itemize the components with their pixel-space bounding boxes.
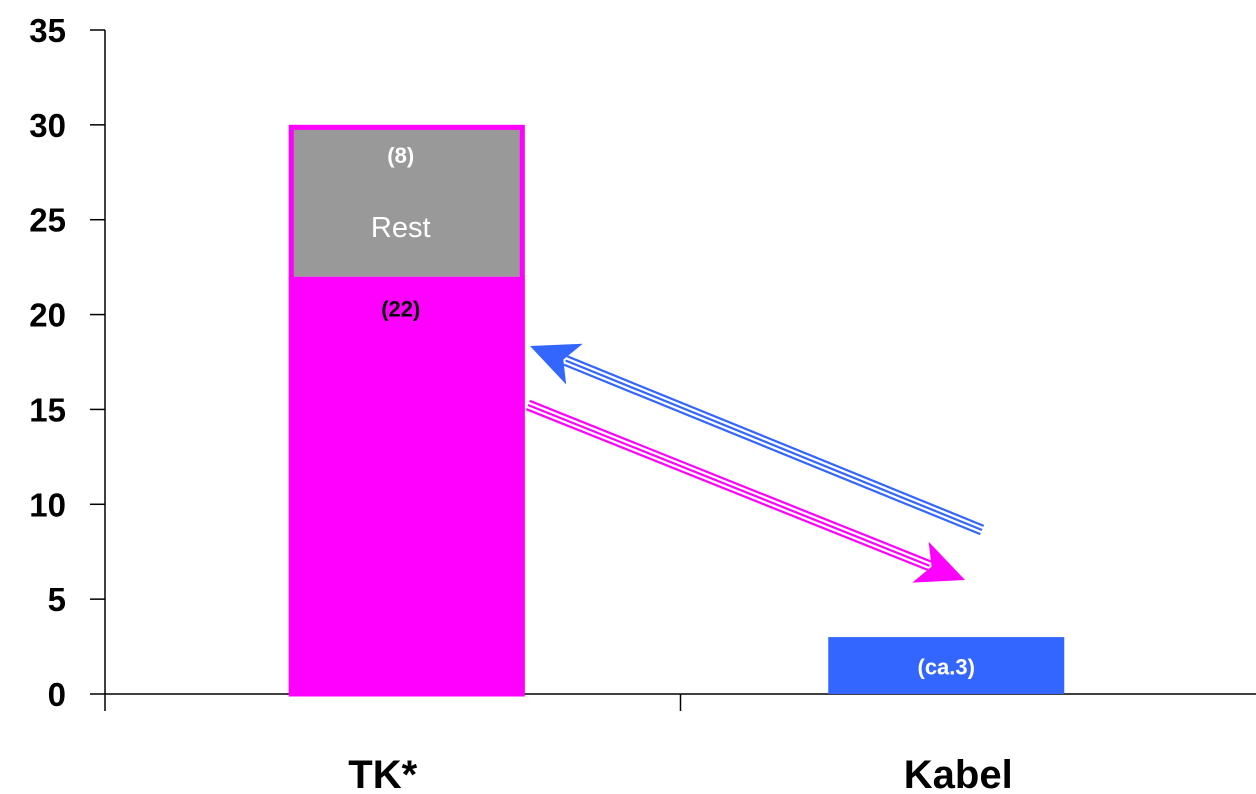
chart-axes: 0 5 10 15 20 25 30 35 <box>29 12 1256 713</box>
bar-segment <box>828 637 1065 694</box>
bar-outline <box>288 124 525 697</box>
arrow-shaft-line <box>525 408 929 571</box>
data-label: (8) <box>387 143 414 168</box>
y-tick-label: 30 <box>29 107 66 144</box>
y-tick-label: 15 <box>29 391 66 428</box>
segment-label: Rest <box>371 212 431 244</box>
x-category-label: TK* <box>348 753 417 794</box>
arrow-head <box>912 541 965 583</box>
arrow-shaft-line <box>529 399 932 563</box>
arrow-head <box>530 343 583 385</box>
arrow-shaft-line <box>565 359 983 532</box>
arrow-shaft-line <box>563 363 981 536</box>
chart-labels: TK* Kabel (22) (8) Rest (ca.3) <box>348 143 1012 794</box>
y-tick-label: 25 <box>29 202 66 239</box>
chart-arrows <box>525 343 985 583</box>
chart-bars <box>288 124 1065 697</box>
arrow-shaft-line <box>527 403 930 567</box>
y-tick-label: 5 <box>48 581 66 618</box>
arrow-tk-to-kabel <box>525 399 965 583</box>
bar-segment <box>288 276 525 694</box>
y-tick-label: 20 <box>29 297 66 334</box>
arrow-shaft-line <box>566 355 985 527</box>
data-label: (ca.3) <box>918 655 975 680</box>
x-category-label: Kabel <box>904 753 1013 794</box>
bar-segment <box>288 124 525 277</box>
y-tick-label: 0 <box>48 676 66 713</box>
y-tick-label: 10 <box>29 486 66 523</box>
data-label: (22) <box>381 297 420 322</box>
arrow-kabel-to-tk <box>530 343 985 536</box>
y-tick-label: 35 <box>29 12 66 49</box>
